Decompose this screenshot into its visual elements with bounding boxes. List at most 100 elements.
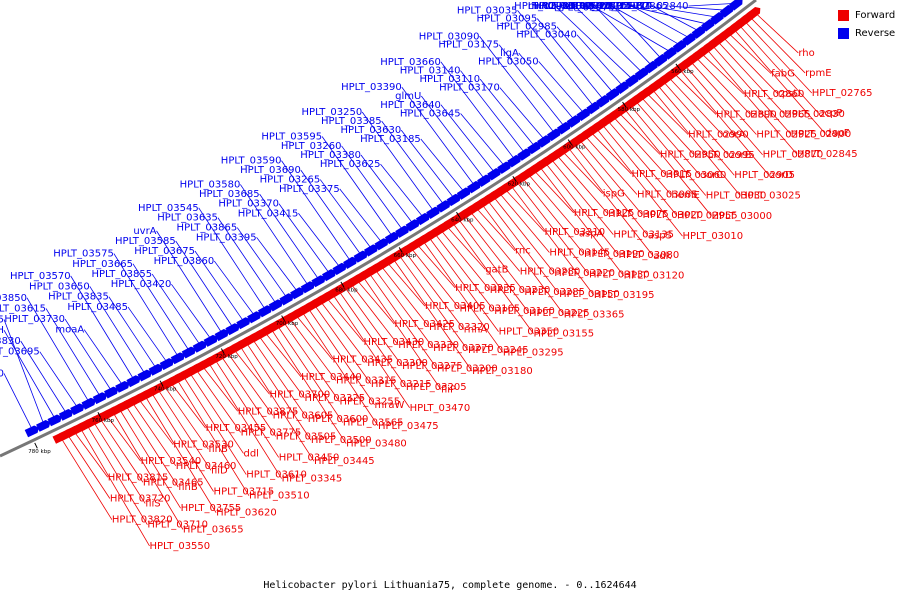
reverse-gene	[374, 238, 389, 251]
leader-line	[749, 16, 806, 74]
reverse-gene-label: HPLT_03660	[380, 57, 441, 68]
scale-tick	[97, 411, 102, 418]
leader-line	[295, 314, 333, 360]
reverse-gene	[225, 323, 240, 336]
leader-line	[169, 382, 206, 429]
forward-gene-label: HPLT_03245	[468, 345, 529, 356]
reverse-gene-label: HPLT_03690	[240, 165, 301, 176]
reverse-gene-label: HPLT_03385	[321, 116, 382, 127]
forward-gene-label: HPLT_03350	[499, 327, 560, 338]
forward-gene-label: HPLT_03755	[181, 503, 242, 514]
leader-line	[486, 199, 560, 295]
leader-line	[86, 424, 148, 525]
forward-gene-label: HPLT_03230	[490, 285, 551, 296]
leader-line	[251, 338, 309, 420]
reverse-gene-label: uvrA	[133, 226, 156, 237]
leader-line	[245, 341, 312, 441]
forward-gene-label: HPLT_03225	[529, 308, 590, 319]
forward-gene-label: HPLT_03300	[367, 358, 428, 369]
forward-gene-label: HPLT_02870	[763, 150, 824, 161]
leader-line	[440, 61, 516, 161]
leader-line	[727, 32, 772, 74]
forward-gene-label: HPLT_03295	[503, 347, 564, 358]
leader-line	[640, 96, 695, 156]
forward-gene-label: HPLT_02890	[716, 109, 777, 120]
leader-line	[421, 95, 486, 181]
reverse-gene-label: HPLT_03090	[419, 31, 480, 42]
reverse-gene-label: HPLT_03595	[261, 132, 322, 143]
reverse-gene-label: HPLT_02970	[591, 1, 652, 12]
leader-line	[648, 5, 719, 18]
leader-line	[400, 129, 456, 200]
leader-line	[689, 60, 757, 135]
reverse-gene	[257, 305, 273, 318]
forward-gene-label: HPLT_03710	[147, 520, 208, 531]
legend-reverse-label: Reverse	[855, 27, 896, 39]
scale-tick	[159, 380, 164, 387]
leader-line	[738, 24, 819, 114]
reverse-gene-label: HPLT_03685	[199, 189, 260, 200]
forward-gene-label: HPLT_03200	[437, 364, 498, 375]
reverse-gene	[214, 329, 229, 342]
reverse-gene-label: HPLT_03590	[221, 156, 282, 167]
leader-line	[156, 230, 223, 335]
reverse-gene	[332, 262, 347, 276]
leader-line	[460, 70, 526, 154]
leader-line	[481, 203, 565, 315]
leader-line	[688, 2, 738, 7]
reverse-gene-label: HPLT_02985	[496, 22, 557, 33]
forward-gene-label: rpsU	[778, 89, 801, 100]
forward-gene-label: HPLT_03715	[214, 486, 275, 497]
leader-line	[300, 169, 362, 257]
reverse-gene	[279, 293, 294, 306]
forward-gene-label: HPLT_03475	[378, 421, 439, 432]
leader-line	[325, 297, 364, 343]
leader-line	[416, 243, 456, 289]
reverse-gene-label: HPLT_03040	[516, 30, 577, 41]
leader-line	[618, 112, 661, 155]
leader-line	[538, 61, 585, 115]
reverse-gene-label: pyrH	[0, 325, 4, 336]
leader-line	[350, 282, 399, 346]
leader-line	[623, 108, 712, 217]
reverse-gene-label: HPLT_03095	[477, 14, 538, 25]
reverse-gene-label: HPLT_03895	[0, 314, 4, 325]
leader-line	[226, 351, 273, 416]
leader-line	[716, 40, 785, 115]
forward-gene-label: HPLT_03440	[301, 372, 362, 383]
leader-line	[66, 433, 111, 499]
forward-gene-label: HPLT_03195	[594, 290, 655, 301]
forward-gene-label: HPLT_03165	[460, 304, 521, 315]
scale-tick-label: 740 kbp	[154, 387, 177, 393]
leader-line	[590, 131, 632, 175]
forward-gene-label: HPLT_03655	[183, 524, 244, 535]
reverse-gene-label: HPLT_02920	[551, 1, 612, 12]
leader-line	[331, 293, 410, 408]
forward-gene-label: HPLT_03275	[402, 361, 463, 372]
legend-forward: Forward	[838, 8, 895, 22]
reverse-gene-label: HPLT_03175	[438, 40, 499, 51]
forward-gene-label: HPLT_03510	[249, 491, 310, 502]
leader-line	[281, 160, 352, 263]
leader-line	[533, 169, 575, 214]
reverse-gene-label: HPLT_02865	[608, 1, 669, 12]
leader-line	[113, 253, 180, 358]
reverse-gene	[47, 414, 62, 427]
leader-line	[460, 113, 506, 168]
forward-gene-label: HPLT_03875	[238, 406, 299, 417]
forward-gene-label: HPLT_03000	[711, 211, 772, 222]
reverse-gene	[137, 369, 152, 382]
scale-tick-label: 700 kbp	[276, 321, 299, 327]
forward-gene-label: oorC	[700, 170, 723, 181]
scale-tick-label: 600 kbp	[563, 145, 586, 151]
forward-gene-label: HPLT_03405	[425, 301, 486, 312]
leader-line	[538, 165, 624, 276]
forward-gene-label: HPLT_03435	[332, 355, 393, 366]
reverse-gene-label: HPLT_02980	[514, 1, 575, 12]
reverse-gene-label: HPLT_03050	[478, 56, 539, 67]
leader-line	[463, 214, 525, 293]
scale-tick-label: 780 kbp	[28, 449, 51, 455]
reverse-gene-label: HPLT_03835	[48, 292, 109, 303]
gene-features	[24, 0, 761, 444]
forward-gene-label: HPLT_03235	[455, 283, 516, 294]
